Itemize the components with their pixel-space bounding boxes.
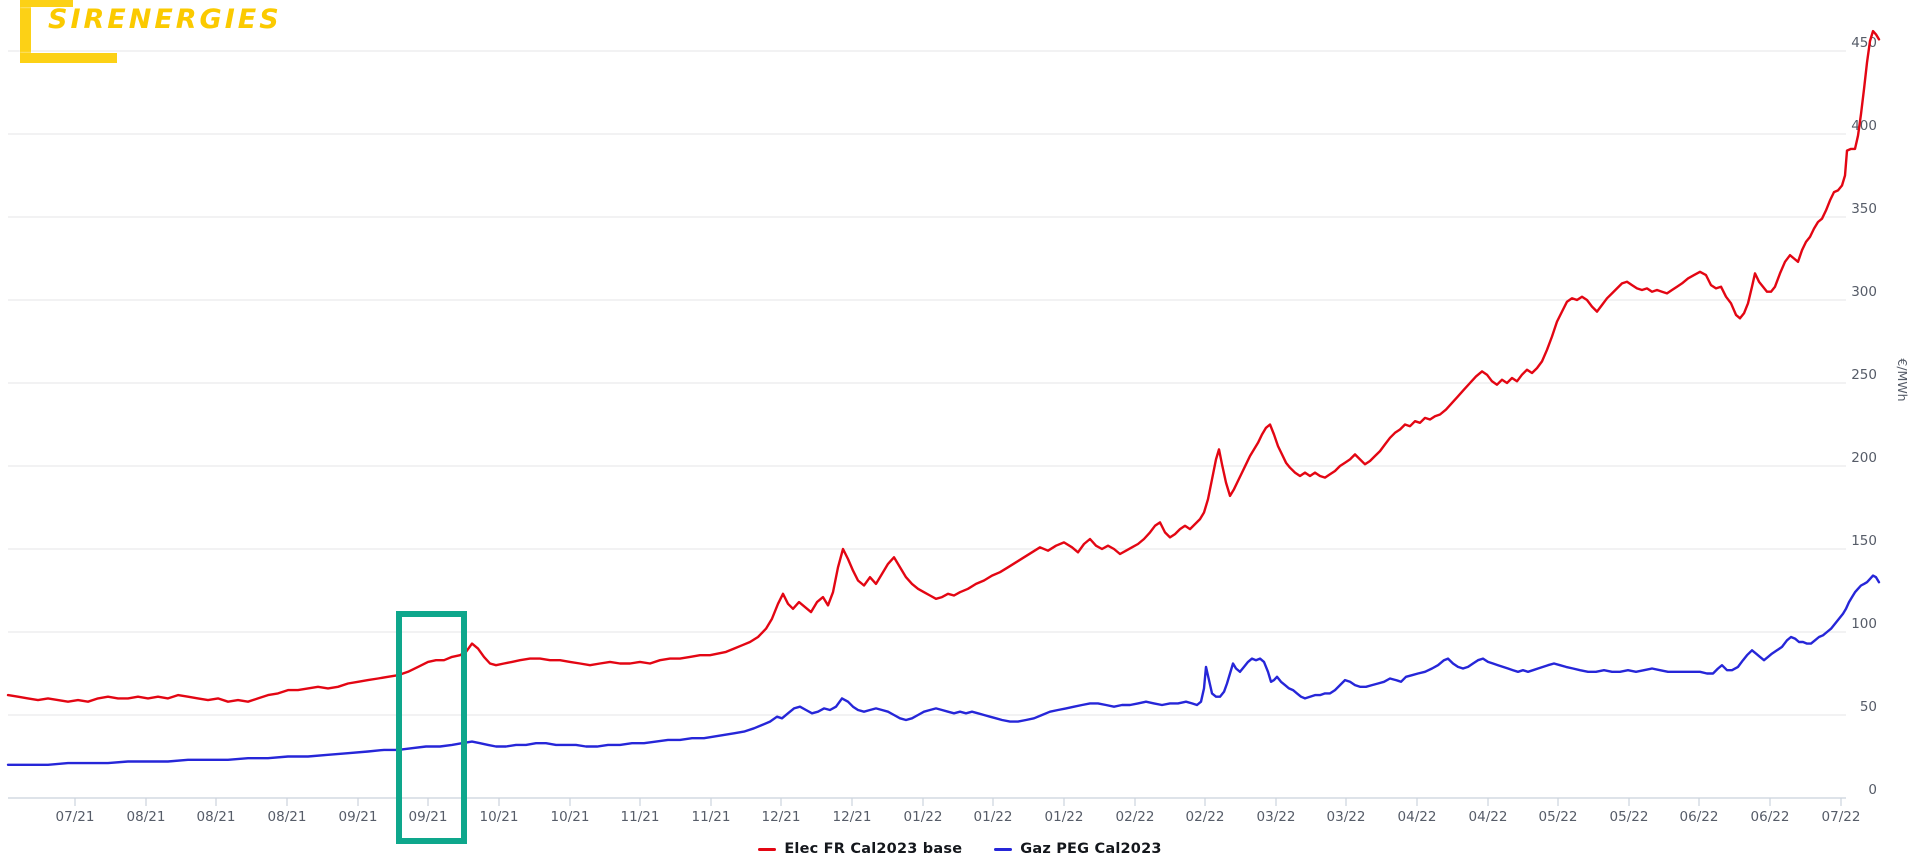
x-axis-label: 09/21 — [409, 809, 448, 825]
y-axis-unit-label: €/MWh — [1895, 358, 1910, 401]
y-axis-label: 350 — [1851, 201, 1877, 217]
x-axis-label: 01/22 — [904, 809, 943, 825]
sirenergies-logo[interactable]: SIRENERGIES — [20, 0, 320, 66]
y-axis-label: 0 — [1868, 782, 1877, 798]
y-axis-label: 400 — [1851, 118, 1877, 134]
x-axis-label: 11/21 — [621, 809, 660, 825]
x-axis-label: 06/22 — [1680, 809, 1719, 825]
x-axis-label: 12/21 — [833, 809, 872, 825]
x-axis-label: 10/21 — [551, 809, 590, 825]
legend-label-gaz: Gaz PEG Cal2023 — [1020, 841, 1162, 857]
x-axis-label: 12/21 — [762, 809, 801, 825]
y-axis-label: 50 — [1860, 699, 1877, 715]
legend-item-elec[interactable]: Elec FR Cal2023 base — [758, 841, 962, 857]
x-axis-label: 07/22 — [1822, 809, 1861, 825]
legend-label-elec: Elec FR Cal2023 base — [784, 841, 963, 857]
y-axis-label: 200 — [1851, 450, 1877, 466]
annotation-highlight-box — [396, 611, 467, 844]
y-axis-label: 150 — [1851, 533, 1877, 549]
y-axis-label: 100 — [1851, 616, 1877, 632]
chart-legend: Elec FR Cal2023 base Gaz PEG Cal2023 — [0, 839, 1920, 859]
x-axis-label: 01/22 — [974, 809, 1013, 825]
x-axis-label: 02/22 — [1116, 809, 1155, 825]
x-axis-label: 10/21 — [480, 809, 519, 825]
y-axis-label: 250 — [1851, 367, 1877, 383]
x-axis-label: 02/22 — [1186, 809, 1225, 825]
x-axis-label: 08/21 — [127, 809, 166, 825]
y-axis-label: 300 — [1851, 284, 1877, 300]
brand-name: SIRENERGIES — [48, 4, 282, 35]
elec-price-line — [6, 29, 1881, 703]
x-axis-label: 09/21 — [339, 809, 378, 825]
x-axis-label: 08/21 — [197, 809, 236, 825]
x-axis-label: 06/22 — [1751, 809, 1790, 825]
legend-item-gaz[interactable]: Gaz PEG Cal2023 — [994, 841, 1161, 857]
y-axis-label: 450 — [1851, 35, 1877, 51]
elec-line-swatch-icon — [758, 847, 777, 851]
x-axis-label: 05/22 — [1610, 809, 1649, 825]
gaz-line-swatch-icon — [994, 847, 1013, 851]
gaz-price-line — [6, 574, 1881, 766]
x-axis-label: 05/22 — [1539, 809, 1578, 825]
x-axis-label: 08/21 — [268, 809, 307, 825]
x-axis-label: 03/22 — [1327, 809, 1366, 825]
x-axis-label: 04/22 — [1469, 809, 1508, 825]
x-axis-label: 07/21 — [56, 809, 95, 825]
x-axis-label: 11/21 — [692, 809, 731, 825]
x-axis-label: 01/22 — [1045, 809, 1084, 825]
x-axis-label: 03/22 — [1257, 809, 1296, 825]
x-axis-label: 04/22 — [1398, 809, 1437, 825]
